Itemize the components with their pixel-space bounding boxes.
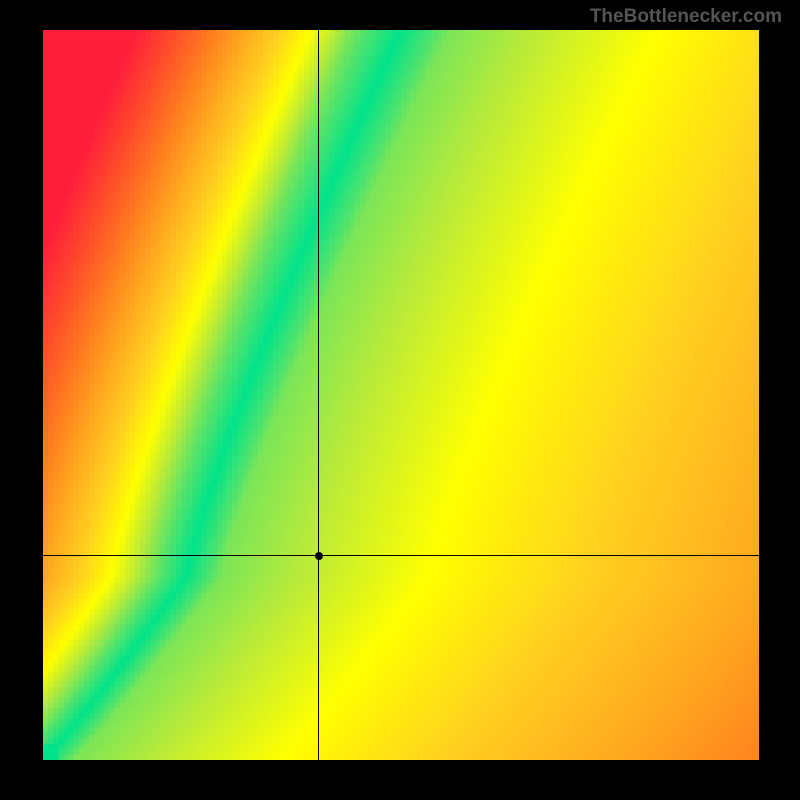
- figure-container: TheBottlenecker.com: [0, 0, 800, 800]
- bottleneck-heatmap: [43, 30, 759, 760]
- watermark-text: TheBottlenecker.com: [590, 6, 782, 28]
